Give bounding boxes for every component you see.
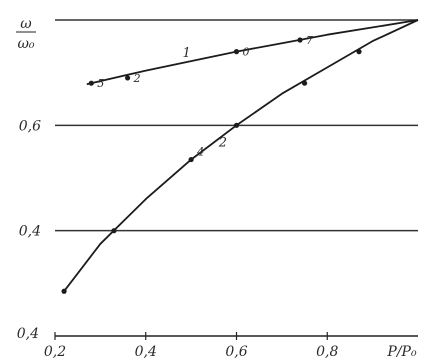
x-tick-label-1: 0,4 <box>135 344 157 360</box>
data-point-s1-2 <box>233 49 240 55</box>
data-point-s2-2 <box>188 156 194 163</box>
data-point-s2-4 <box>301 80 308 86</box>
point-label-s1-2: 0 <box>243 46 250 59</box>
y-axis-title-denominator: ω₀ <box>17 36 34 52</box>
point-label-s1-3: 7 <box>306 34 313 47</box>
data-point-s2-3 <box>233 122 240 128</box>
curve-label-1: 1 <box>182 46 190 61</box>
x-axis-ticks: 0,2 0,4 0,6 0,8 <box>44 332 338 360</box>
data-points: 5 2 0 7 4 <box>61 34 362 294</box>
x-axis-title: P/P₀ <box>386 344 417 360</box>
data-point-s1-3 <box>297 37 303 43</box>
data-point-s1-1 <box>125 75 131 81</box>
y-axis-ticks: 0,4 0,6 <box>19 118 41 239</box>
series-layer: 12 <box>63 19 419 292</box>
data-point-s1-0 <box>88 80 94 86</box>
x-tick-label-3: 0,8 <box>316 344 338 360</box>
x-tick-label-0: 0,2 <box>44 344 66 360</box>
series-line-2 <box>63 19 419 292</box>
y-tick-label-0: 0,4 <box>19 224 41 240</box>
point-label-s1-1: 2 <box>133 72 141 85</box>
data-point-s2-1 <box>111 228 117 234</box>
y-tick-label-1: 0,6 <box>19 118 41 134</box>
y-tick-label-corner: 0,4 <box>17 326 39 342</box>
x-tick-label-2: 0,6 <box>225 344 247 360</box>
series-line-1 <box>86 19 419 86</box>
data-point-s2-0 <box>61 288 67 294</box>
y-axis-title-numerator: ω <box>20 16 32 32</box>
point-label-s1-0: 5 <box>97 77 104 90</box>
data-point-s2-5 <box>356 49 362 55</box>
point-label-s2-2: 4 <box>196 146 204 159</box>
curve-label-2: 2 <box>218 135 227 150</box>
